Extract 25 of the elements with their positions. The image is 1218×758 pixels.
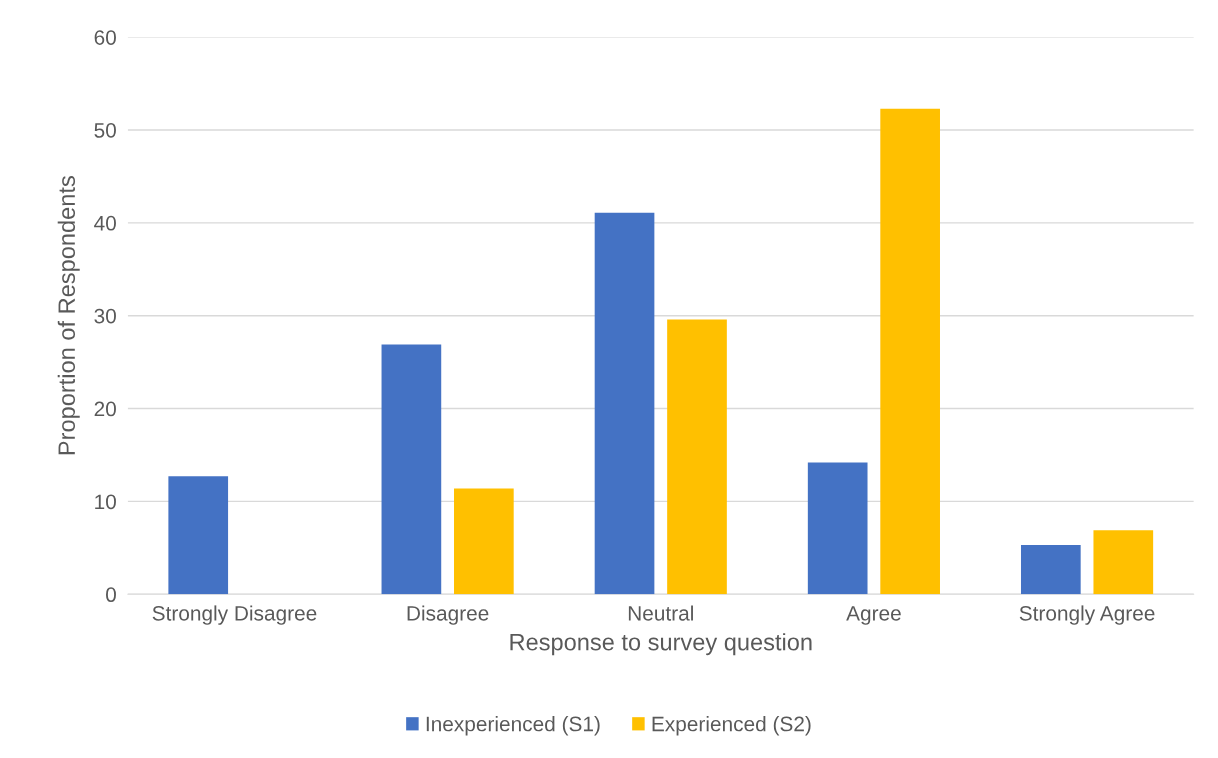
x-tick-label: Disagree (407, 605, 489, 625)
x-axis-title: Response to survey question (510, 633, 812, 656)
bar (880, 108, 940, 595)
x-tick-label: Neutral (628, 605, 693, 621)
bar (454, 488, 514, 595)
y-tick-label: 10 (95, 494, 116, 510)
bar (1093, 530, 1154, 595)
y-tick-label: 0 (106, 587, 116, 603)
bar (1020, 545, 1081, 595)
x-tick-label: Strongly Disagree (152, 605, 317, 625)
bar (667, 319, 727, 595)
legend-label: Experienced (S2) (652, 716, 811, 736)
y-axis-title: Proportion of Respondents (57, 176, 80, 455)
bar (594, 212, 655, 595)
y-tick-label: 40 (94, 215, 116, 231)
bar (381, 344, 442, 595)
y-tick-label: 20 (94, 401, 116, 417)
bar (168, 476, 229, 595)
y-tick-label: 30 (94, 308, 116, 324)
y-tick-label: 50 (94, 123, 116, 138)
bar (807, 462, 868, 595)
legend-label: Inexperienced (S1) (426, 716, 600, 736)
x-tick-label: Agree (846, 606, 901, 625)
x-tick-label: Strongly Agree (1019, 605, 1155, 625)
y-tick-label: 60 (94, 30, 116, 45)
